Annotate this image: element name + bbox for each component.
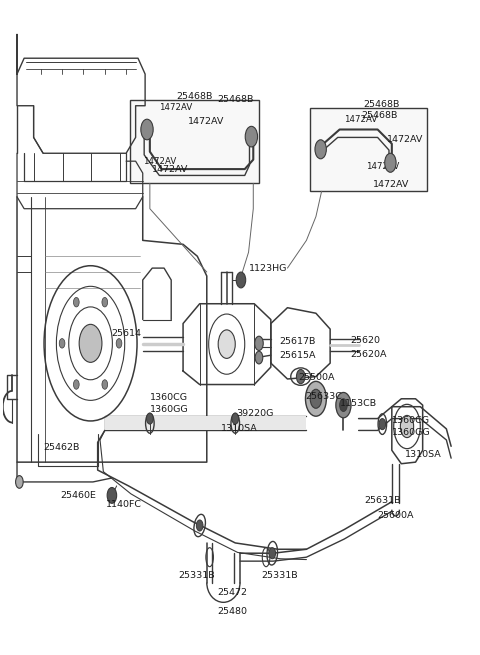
Text: 1360GG: 1360GG: [150, 405, 189, 413]
Text: 25331B: 25331B: [179, 571, 215, 580]
Circle shape: [79, 324, 102, 362]
Text: 1472AV: 1472AV: [344, 115, 378, 124]
Text: 25468B: 25468B: [363, 100, 400, 109]
Text: 1472AV: 1472AV: [366, 162, 399, 171]
Text: 1360GG: 1360GG: [392, 428, 431, 438]
Circle shape: [297, 369, 305, 384]
Text: 25600A: 25600A: [378, 512, 414, 521]
Text: 1153CB: 1153CB: [340, 399, 377, 408]
Bar: [310, 108, 427, 191]
Circle shape: [245, 126, 258, 147]
Circle shape: [15, 476, 23, 488]
Circle shape: [236, 272, 246, 288]
Text: 1472AV: 1472AV: [152, 164, 189, 174]
Text: 25480: 25480: [217, 607, 247, 616]
Text: 1310SA: 1310SA: [221, 424, 258, 432]
Text: 25617B: 25617B: [279, 337, 315, 346]
Text: 25472: 25472: [217, 588, 247, 597]
Text: 25468B: 25468B: [217, 95, 253, 104]
Circle shape: [305, 381, 326, 416]
Text: 1310SA: 1310SA: [405, 450, 442, 458]
Text: 39220G: 39220G: [236, 409, 274, 419]
Circle shape: [73, 297, 79, 307]
Circle shape: [141, 119, 153, 140]
Text: 1472AV: 1472AV: [387, 134, 423, 143]
Text: 25620: 25620: [350, 337, 380, 345]
Text: 25468B: 25468B: [176, 92, 213, 101]
Text: 25620A: 25620A: [350, 350, 386, 359]
Text: 25631B: 25631B: [364, 496, 401, 504]
Circle shape: [255, 351, 263, 364]
Circle shape: [310, 389, 322, 408]
Text: 25462B: 25462B: [43, 443, 80, 453]
Circle shape: [315, 140, 326, 159]
Circle shape: [196, 520, 203, 531]
Text: 25468B: 25468B: [361, 111, 397, 120]
Text: 1360CG: 1360CG: [150, 393, 188, 402]
Text: 1472AV: 1472AV: [188, 117, 224, 126]
Circle shape: [340, 399, 347, 411]
Circle shape: [218, 330, 235, 358]
Text: 25614: 25614: [111, 329, 141, 339]
Text: 25615A: 25615A: [279, 350, 315, 360]
Text: 1360CG: 1360CG: [392, 417, 430, 426]
Circle shape: [232, 413, 239, 424]
Text: 1472AV: 1472AV: [159, 103, 192, 112]
Circle shape: [400, 415, 414, 438]
Circle shape: [59, 339, 65, 348]
Bar: [105, 416, 306, 430]
Text: 25633C: 25633C: [305, 392, 342, 401]
Text: 1472AV: 1472AV: [373, 180, 409, 189]
Circle shape: [102, 380, 108, 389]
Circle shape: [379, 419, 385, 430]
Circle shape: [384, 153, 396, 172]
Circle shape: [102, 297, 108, 307]
Bar: [130, 100, 259, 183]
Text: 25460E: 25460E: [60, 491, 96, 500]
Circle shape: [146, 413, 153, 424]
Text: 1123HG: 1123HG: [249, 263, 287, 272]
Text: 25500A: 25500A: [298, 373, 335, 382]
Text: 25331B: 25331B: [261, 571, 298, 580]
Text: 1472AV: 1472AV: [143, 157, 176, 166]
Circle shape: [336, 392, 351, 418]
Circle shape: [116, 339, 122, 348]
Circle shape: [255, 336, 263, 350]
Circle shape: [269, 548, 276, 559]
Circle shape: [107, 487, 117, 503]
Text: 1140FC: 1140FC: [106, 500, 142, 510]
Circle shape: [73, 380, 79, 389]
